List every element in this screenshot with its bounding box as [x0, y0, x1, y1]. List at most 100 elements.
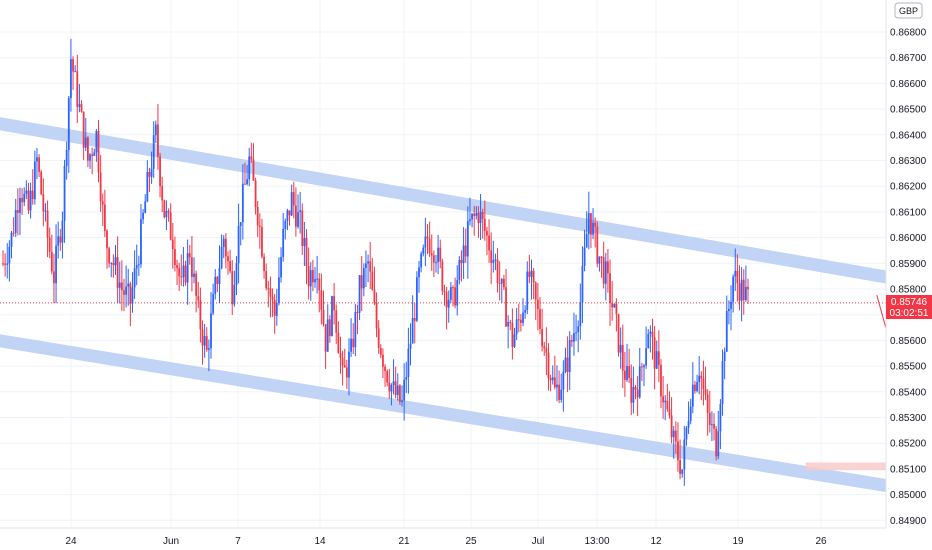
candle-body — [362, 268, 365, 289]
candle-body — [261, 226, 263, 257]
candle-body — [747, 286, 749, 290]
last-price-value: 0.85746 — [891, 297, 928, 308]
candle-body — [375, 302, 378, 329]
candle-body — [343, 365, 346, 368]
candle-body — [509, 322, 512, 324]
candle-body — [320, 290, 323, 310]
candle-body — [244, 183, 246, 185]
candle-body — [543, 346, 546, 349]
candle-body — [275, 302, 278, 316]
candle-body — [377, 328, 380, 349]
candle-body — [596, 226, 599, 264]
candle-body — [727, 308, 730, 312]
candle-body — [80, 104, 83, 112]
y-tick-label: 0.86300 — [890, 156, 927, 167]
candle-body — [609, 273, 611, 304]
candle-body — [137, 264, 140, 266]
y-tick-label: 0.86100 — [890, 207, 927, 218]
candle-body — [638, 366, 641, 398]
candle-body — [437, 247, 440, 263]
candle-body — [401, 400, 403, 402]
candle-body — [14, 210, 17, 233]
candle-body — [131, 287, 134, 304]
candle-body — [483, 218, 486, 232]
candle-body — [271, 296, 274, 300]
candle-body — [713, 424, 715, 429]
channel-upper-band[interactable] — [0, 29, 932, 292]
candle-body — [193, 273, 195, 278]
candle-body — [97, 130, 100, 173]
candle-body — [282, 228, 285, 257]
candle-body — [498, 283, 501, 285]
candle-body — [12, 232, 15, 234]
candle-body — [496, 259, 499, 284]
candle-body — [233, 285, 236, 305]
candle-body — [163, 200, 166, 218]
candle-body — [426, 236, 429, 239]
candle-body — [148, 172, 151, 177]
candle-body — [176, 264, 178, 269]
candle-body — [415, 277, 418, 321]
candle-body — [286, 210, 289, 221]
candle-body — [632, 387, 635, 403]
y-axis-panel[interactable] — [886, 0, 932, 550]
candle-body — [328, 319, 331, 336]
candle-body — [348, 351, 350, 378]
candle-body — [570, 340, 573, 342]
candle-body — [44, 210, 47, 212]
candle-body — [519, 319, 522, 323]
candle-body — [186, 253, 189, 283]
candle-body — [653, 337, 656, 369]
channel-lower-band[interactable] — [0, 256, 902, 495]
candle-body — [492, 259, 495, 263]
candle-body — [411, 317, 414, 344]
y-tick-label: 0.86200 — [890, 182, 927, 193]
candle-body — [358, 275, 361, 313]
candle-body — [101, 201, 104, 205]
candle-body — [617, 314, 620, 353]
candle-body — [590, 213, 592, 235]
candle-body — [488, 235, 490, 251]
candle-body — [152, 135, 155, 169]
candle-body — [532, 270, 535, 283]
currency-label: GBP — [899, 6, 918, 16]
candle-body — [655, 351, 658, 369]
candle-body — [167, 210, 170, 213]
candle-body — [549, 378, 552, 381]
candle-body — [568, 340, 571, 372]
candle-body — [418, 267, 420, 278]
candle-body — [165, 210, 168, 218]
candle-body — [210, 313, 212, 349]
candle-body — [715, 428, 718, 457]
target-zone[interactable] — [805, 462, 932, 471]
candle-body — [732, 276, 735, 302]
candle-body — [623, 370, 626, 380]
x-tick-label: Jul — [532, 536, 545, 547]
candle-body — [61, 220, 64, 243]
candle-body — [456, 280, 459, 306]
candle-body — [303, 237, 306, 246]
candle-body — [643, 365, 645, 368]
candle-body — [318, 278, 321, 291]
currency-badge[interactable]: GBP — [894, 2, 923, 19]
candle-body — [191, 257, 193, 278]
candle-body — [369, 261, 372, 272]
candle-body — [345, 367, 348, 378]
x-tick-label: 12 — [650, 536, 662, 547]
candle-body — [573, 333, 575, 342]
candle-body — [74, 71, 77, 73]
candle-body — [263, 256, 265, 272]
candle-body — [84, 137, 87, 148]
candle-body — [526, 271, 529, 311]
candle-body — [734, 270, 737, 277]
candle-body — [311, 270, 314, 283]
candle-body — [239, 222, 242, 226]
candle-body — [307, 265, 310, 287]
candle-body — [171, 239, 174, 250]
candle-body — [672, 430, 675, 438]
candle-body — [445, 292, 448, 308]
candle-body — [120, 282, 123, 291]
candle-body — [201, 329, 204, 346]
candle-body — [685, 427, 688, 440]
